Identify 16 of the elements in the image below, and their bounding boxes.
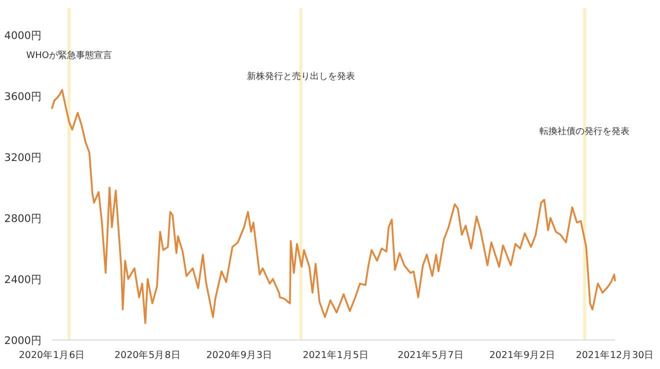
x-tick-label: 2020年5月8日 <box>114 349 181 361</box>
annotation: 転換社債の発行を発表 <box>540 126 630 138</box>
y-tick-label: 3600円 <box>4 91 42 103</box>
x-tick-label: 2021年9月2日 <box>489 349 556 361</box>
x-tick-label: 2021年5月7日 <box>398 349 464 361</box>
x-tick-label: 2021年1月5日 <box>302 349 369 361</box>
x-tick-label: 2020年1月6日 <box>18 349 86 361</box>
y-tick-label: 4000円 <box>4 30 42 42</box>
x-tick-label: 2021年12月30日 <box>576 349 654 361</box>
x-tick-label: 2020年9月3日 <box>206 349 273 361</box>
annotation: WHOが緊急事態宣言 <box>26 50 112 61</box>
y-tick-label: 2400円 <box>4 274 42 286</box>
annotation: 新株発行と売り出しを発表 <box>246 71 355 82</box>
y-tick-label: 2000円 <box>4 335 42 347</box>
y-tick-label: 2800円 <box>4 213 42 225</box>
y-tick-label: 3200円 <box>4 152 42 164</box>
